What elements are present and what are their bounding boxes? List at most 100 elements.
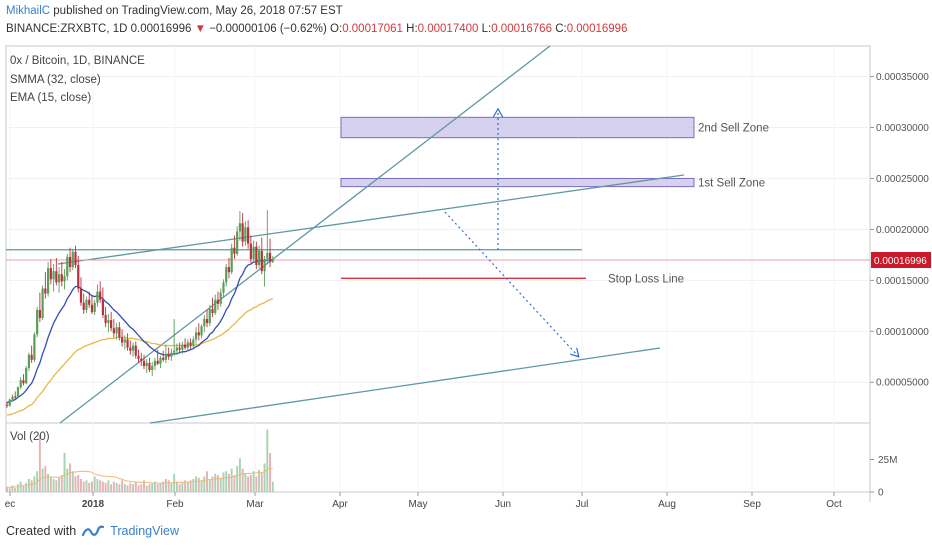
volume-bar <box>134 481 137 492</box>
volume-bar <box>195 476 198 492</box>
candle-body <box>66 256 69 277</box>
candle-body <box>203 319 206 327</box>
candle-body <box>99 291 102 300</box>
vol-tick-label: 0 <box>878 488 884 499</box>
candle-body <box>148 362 151 371</box>
price-chart[interactable]: 0.00035000 0.00030000 0.00025000 0.00020000… <box>0 0 932 520</box>
volume-bar <box>271 481 274 492</box>
volume-bar <box>252 471 255 492</box>
volume-bar <box>69 463 71 492</box>
candle-body <box>260 250 263 272</box>
candle-body <box>189 342 192 346</box>
candle-body <box>200 326 203 336</box>
created-with-label: Created with <box>6 524 77 538</box>
candle-body <box>131 345 135 351</box>
volume-bar <box>233 475 236 492</box>
volume-bar <box>189 480 192 492</box>
ema-legend[interactable]: EMA (15, close) <box>10 92 92 104</box>
current-price-tag <box>871 252 931 269</box>
y-tick-label: 0.00015000 <box>876 276 929 287</box>
candle-body <box>236 231 239 254</box>
candle-body <box>126 339 129 348</box>
volume-bar <box>260 472 263 492</box>
volume-bar <box>11 485 14 492</box>
volume-bar <box>30 480 33 492</box>
candle-body <box>49 268 52 280</box>
candle-body <box>184 344 187 348</box>
volume-bar <box>14 488 17 492</box>
author-link[interactable]: MikhailC <box>6 5 51 17</box>
volume-bar <box>66 468 69 492</box>
volume-bar <box>170 482 173 492</box>
candle-body <box>36 309 39 335</box>
candle-body <box>142 360 146 366</box>
candle-body <box>137 355 140 359</box>
first-sell-zone-label: 1st Sell Zone <box>698 178 765 190</box>
candle-body <box>77 265 80 289</box>
volume-bar <box>71 471 74 492</box>
candle-body <box>68 256 72 268</box>
x-tick-label: Mar <box>246 499 264 510</box>
candle-body <box>186 342 189 348</box>
smma-line <box>7 298 274 416</box>
volume-bar <box>238 458 241 492</box>
candle-body <box>55 271 58 283</box>
volume-bar <box>178 484 181 492</box>
y-tick-label: 0.00020000 <box>876 225 929 236</box>
volume-bar <box>145 485 148 492</box>
tradingview-logo-icon[interactable] <box>82 524 105 538</box>
volume-bar <box>211 476 214 492</box>
candle-body <box>123 339 126 343</box>
volume-bar <box>208 479 211 492</box>
volume-bar <box>58 477 61 492</box>
volume-bar <box>6 486 8 492</box>
volume-bar <box>258 469 261 492</box>
candle-body <box>162 357 165 360</box>
volume-bar <box>82 481 85 492</box>
volume-bar <box>263 463 266 492</box>
x-tick-label: Feb <box>166 499 184 510</box>
volume-legend[interactable]: Vol (20) <box>10 431 50 443</box>
candle-body <box>241 223 244 242</box>
x-tick-label: Oct <box>826 499 842 510</box>
volume-bar <box>269 453 271 492</box>
tradingview-brand[interactable]: TradingView <box>110 524 179 538</box>
candle-body <box>247 227 250 244</box>
candle-body <box>268 252 272 263</box>
ohlc-bar: BINANCE:ZRXBTC, 1D 0.00016996 ▼ −0.00000… <box>6 23 627 35</box>
volume-bar <box>255 476 258 492</box>
candle-body <box>170 352 173 357</box>
y-tick-label: 0.00030000 <box>876 123 929 134</box>
candle-body <box>110 320 113 329</box>
volume-bar <box>197 477 200 492</box>
smma-legend[interactable]: SMMA (32, close) <box>10 74 101 86</box>
candle-body <box>211 308 214 313</box>
upper-channel-line <box>57 174 685 265</box>
candle-body <box>101 299 104 315</box>
volume-bar <box>247 476 250 492</box>
volume-bar <box>99 480 102 492</box>
volume-bar <box>74 476 77 492</box>
candle-body <box>25 367 28 384</box>
candle-body <box>104 314 107 324</box>
x-tick-label: Jun <box>495 499 511 510</box>
volume-bar <box>184 480 187 492</box>
x-tick-label: Apr <box>332 499 348 510</box>
volume-bar <box>104 482 107 492</box>
volume-bar <box>49 476 52 492</box>
volume-bar <box>137 485 140 492</box>
volume-ma-line <box>6 467 273 488</box>
volume-bar <box>96 479 99 492</box>
volume-bar <box>222 472 225 492</box>
candle-body <box>145 362 148 366</box>
candle-body <box>271 259 274 263</box>
volume-bar <box>27 479 30 492</box>
volume-bar <box>60 475 63 492</box>
candle-body <box>30 354 33 360</box>
volume-bar <box>121 480 124 492</box>
candle-body <box>164 353 168 360</box>
volume-bar <box>41 468 44 492</box>
close-label: C: <box>555 23 567 35</box>
candle-body <box>156 360 159 364</box>
plot-frame <box>5 45 871 493</box>
